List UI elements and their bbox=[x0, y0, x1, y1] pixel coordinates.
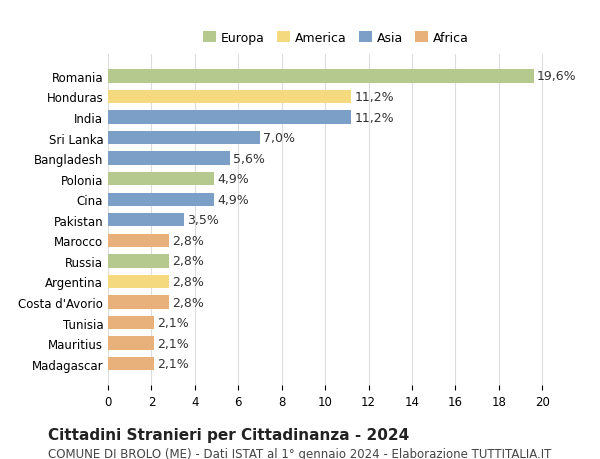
Text: 5,6%: 5,6% bbox=[233, 152, 265, 165]
Text: 7,0%: 7,0% bbox=[263, 132, 295, 145]
Text: 19,6%: 19,6% bbox=[537, 70, 577, 83]
Text: 4,9%: 4,9% bbox=[218, 193, 250, 206]
Bar bbox=[108, 70, 533, 84]
Bar bbox=[108, 213, 184, 227]
Text: 3,5%: 3,5% bbox=[187, 214, 219, 227]
Bar bbox=[108, 111, 351, 124]
Text: 2,8%: 2,8% bbox=[172, 296, 204, 309]
Text: 11,2%: 11,2% bbox=[355, 111, 394, 124]
Bar bbox=[108, 152, 230, 165]
Text: 2,8%: 2,8% bbox=[172, 275, 204, 288]
Bar bbox=[108, 173, 214, 186]
Text: 2,8%: 2,8% bbox=[172, 255, 204, 268]
Text: 2,8%: 2,8% bbox=[172, 235, 204, 247]
Bar bbox=[108, 255, 169, 268]
Text: 2,1%: 2,1% bbox=[157, 358, 188, 370]
Bar bbox=[108, 296, 169, 309]
Bar bbox=[108, 275, 169, 289]
Bar bbox=[108, 337, 154, 350]
Bar bbox=[108, 90, 351, 104]
Text: COMUNE DI BROLO (ME) - Dati ISTAT al 1° gennaio 2024 - Elaborazione TUTTITALIA.I: COMUNE DI BROLO (ME) - Dati ISTAT al 1° … bbox=[48, 448, 551, 459]
Text: 11,2%: 11,2% bbox=[355, 91, 394, 104]
Text: 2,1%: 2,1% bbox=[157, 316, 188, 330]
Text: Cittadini Stranieri per Cittadinanza - 2024: Cittadini Stranieri per Cittadinanza - 2… bbox=[48, 427, 409, 442]
Text: 2,1%: 2,1% bbox=[157, 337, 188, 350]
Text: 4,9%: 4,9% bbox=[218, 173, 250, 186]
Bar bbox=[108, 193, 214, 207]
Bar bbox=[108, 132, 260, 145]
Bar bbox=[108, 234, 169, 247]
Legend: Europa, America, Asia, Africa: Europa, America, Asia, Africa bbox=[200, 28, 472, 49]
Bar bbox=[108, 357, 154, 370]
Bar bbox=[108, 316, 154, 330]
